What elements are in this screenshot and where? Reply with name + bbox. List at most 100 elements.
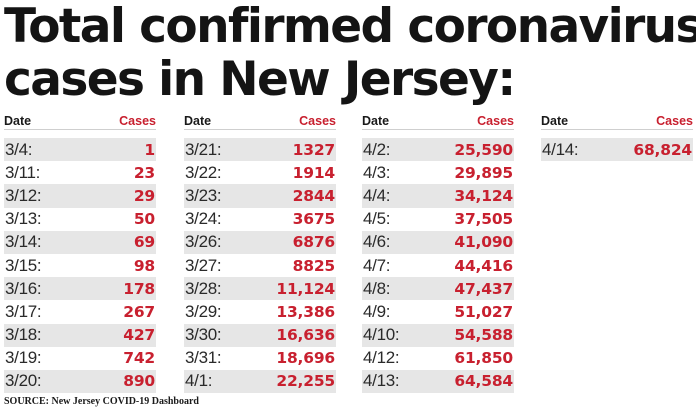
row-date: 4/8: (363, 278, 391, 298)
table-row: 4/10: 54,588 (362, 323, 514, 347)
table-row: 4/6: 41,090 (362, 230, 514, 254)
header-cases: Cases (119, 114, 156, 128)
row-cases: 1 (144, 140, 155, 159)
row-cases: 1327 (292, 140, 336, 159)
header-date: Date (184, 114, 212, 128)
table-row: 4/9: 51,027 (362, 300, 514, 323)
row-cases: 51,027 (454, 302, 513, 321)
row-cases: 54,588 (454, 326, 513, 345)
row-date: 3/14: (5, 232, 42, 252)
table-row: 3/21: 1327 (184, 138, 336, 162)
row-date: 3/26: (185, 232, 222, 252)
table-row: 3/22: 1914 (184, 161, 336, 184)
header-date: Date (4, 114, 32, 128)
row-date: 3/22: (185, 162, 222, 182)
row-date: 4/4: (363, 185, 391, 205)
table-row: 3/14: 69 (4, 230, 156, 254)
table-row: 4/13: 64,584 (362, 369, 514, 394)
table-row: 4/14: 68,824 (541, 138, 693, 162)
row-date: 4/1: (185, 371, 213, 391)
row-cases: 3675 (292, 210, 336, 229)
column-header: Date Cases (184, 111, 336, 130)
row-cases: 890 (123, 372, 155, 391)
row-cases: 427 (123, 326, 155, 345)
row-date: 3/28: (185, 278, 222, 298)
table-row: 3/12: 29 (4, 184, 156, 208)
row-date: 3/24: (185, 209, 222, 229)
row-cases: 68,824 (633, 140, 692, 159)
table-row: 4/12: 61,850 (362, 347, 514, 370)
title-line-2: cases in New Jersey: (4, 52, 516, 107)
row-date: 4/14: (542, 139, 579, 159)
row-date: 3/16: (5, 278, 42, 298)
row-cases: 37,505 (454, 210, 513, 229)
table-row: 3/13: 50 (4, 208, 156, 231)
row-cases: 64,584 (454, 372, 513, 391)
title-line-1: Total confirmed coronavirus (4, 0, 696, 54)
table-row: 4/5: 37,505 (362, 208, 514, 231)
row-cases: 34,124 (454, 186, 513, 205)
table-row: 4/4: 34,124 (362, 184, 514, 208)
table-row: 4/2: 25,590 (362, 138, 514, 162)
row-cases: 25,590 (454, 140, 513, 159)
row-date: 3/23: (185, 185, 222, 205)
table-row: 3/26: 6876 (184, 230, 336, 254)
table-row: 3/30: 16,636 (184, 323, 336, 347)
row-cases: 1914 (292, 163, 336, 182)
row-cases: 47,437 (454, 279, 513, 298)
row-date: 3/12: (5, 185, 42, 205)
row-cases: 267 (123, 302, 155, 321)
row-date: 4/13: (363, 371, 400, 391)
row-date: 3/13: (5, 209, 42, 229)
row-date: 3/29: (185, 301, 222, 321)
table-row: 3/11: 23 (4, 161, 156, 184)
table-row: 4/1: 22,255 (184, 369, 336, 394)
page-title: Total confirmed coronavirus cases in New… (4, 0, 696, 107)
row-cases: 61,850 (454, 349, 513, 368)
table-column: Date Cases 3/21: 1327 3/22: 1914 3/23: 2844 3/24… (184, 111, 336, 394)
column-rows: 4/2: 25,590 4/3: 29,895 4/4: 34,124 4/5: 37,505… (362, 138, 514, 394)
source-note: SOURCE: New Jersey COVID-19 Dashboard (4, 396, 199, 407)
row-cases: 178 (123, 279, 155, 298)
row-date: 4/2: (363, 139, 391, 159)
column-rows: 4/14: 68,824 (541, 138, 693, 162)
row-cases: 44,416 (454, 256, 513, 275)
table-row: 3/16: 178 (4, 277, 156, 301)
table-row: 3/29: 13,386 (184, 300, 336, 323)
row-date: 3/27: (185, 255, 222, 275)
table-row: 3/20: 890 (4, 369, 156, 394)
row-date: 4/6: (363, 232, 391, 252)
table-row: 3/24: 3675 (184, 208, 336, 231)
column-header: Date Cases (4, 111, 156, 130)
column-header: Date Cases (362, 111, 514, 130)
table-row: 3/23: 2844 (184, 184, 336, 208)
table-row: 3/31: 18,696 (184, 347, 336, 370)
row-cases: 6876 (292, 233, 336, 252)
header-cases: Cases (477, 114, 514, 128)
row-date: 4/7: (363, 255, 391, 275)
table-row: 4/8: 47,437 (362, 277, 514, 301)
row-date: 4/5: (363, 209, 391, 229)
table-row: 3/18: 427 (4, 323, 156, 347)
column-header: Date Cases (541, 111, 693, 130)
row-cases: 41,090 (454, 233, 513, 252)
row-date: 3/4: (5, 139, 33, 159)
row-cases: 29,895 (454, 163, 513, 182)
row-cases: 29 (133, 186, 155, 205)
header-cases: Cases (299, 114, 336, 128)
row-cases: 742 (123, 349, 155, 368)
row-date: 3/21: (185, 139, 222, 159)
table-row: 3/27: 8825 (184, 254, 336, 277)
table-row: 3/19: 742 (4, 347, 156, 370)
row-cases: 11,124 (276, 279, 335, 298)
row-date: 3/18: (5, 325, 42, 345)
header-date: Date (541, 114, 569, 128)
header-cases: Cases (656, 114, 693, 128)
row-date: 3/31: (185, 348, 222, 368)
column-rows: 3/21: 1327 3/22: 1914 3/23: 2844 3/24: 3675 3/26… (184, 138, 336, 394)
row-date: 4/12: (363, 348, 400, 368)
table-row: 4/7: 44,416 (362, 254, 514, 277)
row-date: 3/11: (5, 162, 41, 182)
row-cases: 2844 (292, 186, 336, 205)
row-date: 3/17: (5, 301, 42, 321)
